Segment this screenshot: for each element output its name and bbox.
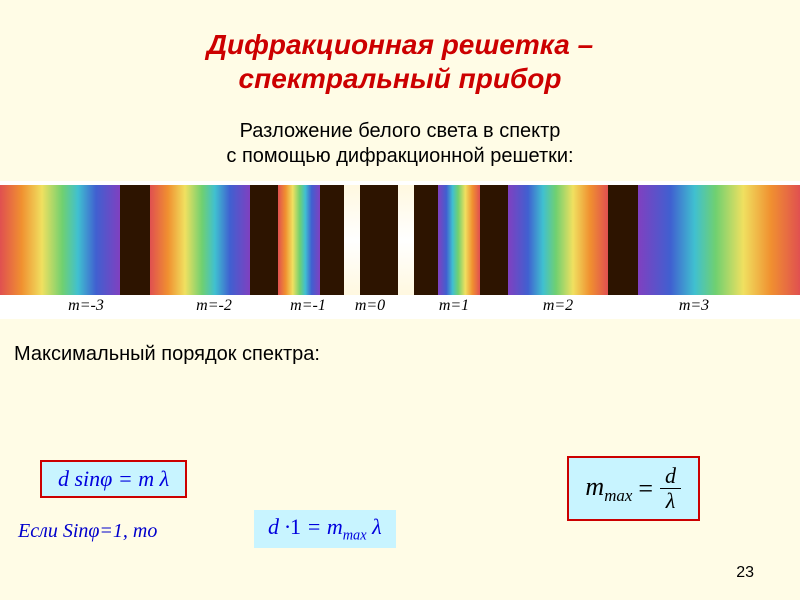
slide-subtitle: Разложение белого света в спектр с помощ…: [0, 95, 800, 169]
order-label: m=0: [355, 297, 385, 315]
spectrum-band-dark: [414, 185, 438, 295]
fraction: d λ: [659, 464, 682, 513]
mmax-lhs: mmax: [585, 472, 632, 506]
spectrum-band-rainbow-r: [638, 185, 800, 295]
slide-title: Дифракционная решетка – спектральный при…: [0, 0, 800, 95]
order-label: m=1: [439, 297, 469, 315]
order-label: m=2: [543, 297, 573, 315]
spectrum-band-rainbow-r: [508, 185, 608, 295]
title-line-1: Дифракционная решетка –: [207, 29, 593, 60]
spectrum-figure: m=-3 m=-2 m=-1 m=0 m=1 m=2 m=3: [0, 181, 800, 319]
spectrum-band-rainbow-r: [438, 185, 480, 295]
formula-box-1: d sinφ = m λ: [40, 460, 187, 498]
page-number: 23: [736, 564, 754, 582]
formula-grating-equation: d sinφ = m λ: [40, 460, 187, 498]
condition-text: Если Sinφ=1, то: [18, 520, 157, 543]
order-label: m=-2: [196, 297, 232, 315]
order-label: m=3: [679, 297, 709, 315]
section-heading: Максимальный порядок спектра:: [0, 319, 800, 366]
spectrum-band-dark: [608, 185, 638, 295]
subtitle-line-1: Разложение белого света в спектр: [240, 120, 561, 142]
spectrum-band-dark: [120, 185, 150, 295]
spectrum-band-rainbow-l: [278, 185, 320, 295]
spectrum-band-rainbow-l: [150, 185, 250, 295]
spectrum-order-labels: m=-3 m=-2 m=-1 m=0 m=1 m=2 m=3: [0, 295, 800, 317]
order-label: m=-3: [68, 297, 104, 315]
spectrum-band-dark: [480, 185, 508, 295]
order-label: m=-1: [290, 297, 326, 315]
spectrum-band-bright: [398, 185, 414, 295]
spectrum-band-rainbow-l: [0, 185, 120, 295]
spectrum-band-dark: [320, 185, 344, 295]
spectrum-band-dark: [360, 185, 390, 295]
title-line-2: спектральный прибор: [239, 63, 562, 94]
formula-box-2: d ·1 = mmax λ: [254, 510, 396, 548]
subtitle-line-2: с помощью дифракционной решетки:: [226, 145, 573, 167]
spectrum-band-bright: [344, 185, 360, 295]
spectrum-band-dark: [390, 185, 398, 295]
spectrum-bands: [0, 185, 800, 295]
formula-box-max-order: mmax = d λ: [567, 456, 700, 521]
spectrum-band-dark: [250, 185, 278, 295]
